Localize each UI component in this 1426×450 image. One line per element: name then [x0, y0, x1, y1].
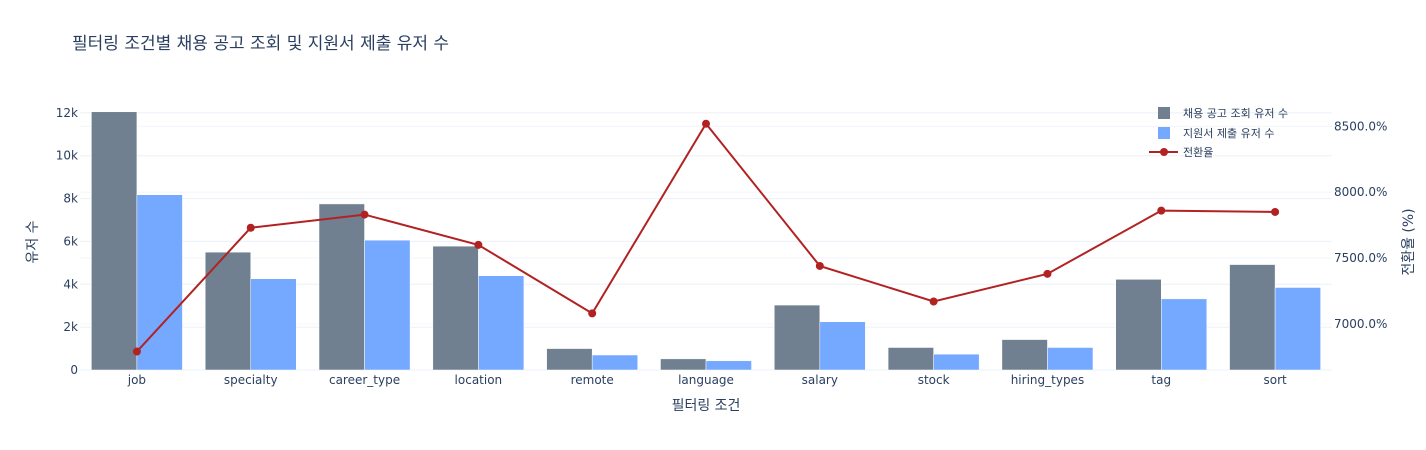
legend-label-applications: 지원서 제출 유저 수 [1183, 127, 1274, 140]
conversion-point-specialty [246, 223, 255, 232]
conversion-point-location [474, 240, 483, 249]
y-tick-label: 10k [56, 149, 78, 163]
bar-views-language [660, 358, 707, 371]
conversion-line [132, 119, 1280, 356]
chart-title: 필터링 조건별 채용 공고 조회 및 지원서 제출 유저 수 [72, 34, 449, 54]
bar-views-stock [887, 347, 934, 371]
bar-views-career_type [318, 203, 365, 371]
conversion-point-career_type [360, 210, 369, 219]
conversion-point-remote [588, 309, 597, 318]
bar-views-specialty [204, 251, 251, 371]
x-tick-label: remote [571, 373, 614, 387]
x-tick-label: sort [1263, 373, 1287, 387]
y2-tick-label: 8000.0% [1334, 185, 1387, 199]
y-axis-title: 유저 수 [25, 220, 41, 263]
y-tick-label: 4k [63, 277, 78, 291]
x-tick-label: language [678, 373, 734, 387]
bar-applications-career_type [364, 239, 411, 371]
bar-views-location [432, 245, 479, 371]
bar-views-job [91, 111, 138, 371]
conversion-line-path [136, 121, 1276, 353]
bar-views-tag [1115, 279, 1162, 371]
bar-views-remote [546, 348, 593, 371]
bar-applications-job [136, 194, 183, 371]
legend-label-conversion: 전환율 [1183, 146, 1213, 159]
y-tick-label: 6k [63, 234, 78, 248]
x-tick-label: tag [1151, 373, 1171, 387]
bar-applications-specialty [250, 278, 297, 371]
conversion-point-job [132, 347, 141, 356]
bar-applications-salary [819, 321, 866, 371]
bar-applications-tag [1161, 298, 1208, 371]
x-tick-label: location [455, 373, 503, 387]
y-tick-label: 2k [63, 320, 78, 334]
x-axis-title: 필터링 조건 [672, 398, 741, 414]
y-tick-label: 0 [70, 363, 78, 377]
legend-label-views: 채용 공고 조회 유저 수 [1183, 107, 1288, 120]
legend-swatch-applications [1158, 127, 1170, 139]
y2-axis-title: 전환율 (%) [1401, 208, 1417, 275]
conversion-point-language [702, 119, 710, 128]
bar-applications-language [705, 360, 752, 371]
legend-swatch-views [1158, 107, 1170, 119]
bar-views-hiring_types [1001, 339, 1048, 371]
x-tick-label: hiring_types [1011, 373, 1085, 387]
conversion-point-salary [815, 261, 824, 270]
bars [91, 111, 1321, 371]
x-tick-label: specialty [224, 373, 278, 387]
conversion-point-stock [929, 297, 938, 306]
bar-views-salary [774, 304, 821, 371]
legend-marker-conversion [1160, 148, 1168, 156]
bar-applications-stock [933, 353, 980, 371]
y-tick-label: 12k [56, 106, 78, 120]
x-tick-label: stock [918, 373, 950, 387]
x-tick-label: career_type [329, 373, 400, 387]
legend: 채용 공고 조회 유저 수 지원서 제출 유저 수 전환율 [1149, 107, 1288, 159]
y2-tick-label: 8500.0% [1334, 119, 1387, 133]
y2-tick-label: 7000.0% [1334, 317, 1387, 331]
y2-tick-label: 7500.0% [1334, 251, 1387, 265]
x-tick-label: job [127, 373, 146, 387]
bar-applications-remote [591, 354, 638, 371]
conversion-point-tag [1157, 206, 1166, 215]
y-tick-label: 8k [63, 192, 78, 206]
conversion-point-hiring_types [1043, 269, 1052, 278]
x-tick-label: salary [802, 373, 838, 387]
bar-applications-sort [1274, 287, 1321, 371]
conversion-point-sort [1271, 207, 1280, 216]
bar-applications-hiring_types [1047, 347, 1094, 371]
bar-applications-location [478, 275, 525, 371]
bar-views-sort [1229, 264, 1276, 371]
axes: 0 2k 4k 6k 8k 10k 12k 7000.0% 7500.0% 8000.0% 8500… [56, 106, 1388, 387]
